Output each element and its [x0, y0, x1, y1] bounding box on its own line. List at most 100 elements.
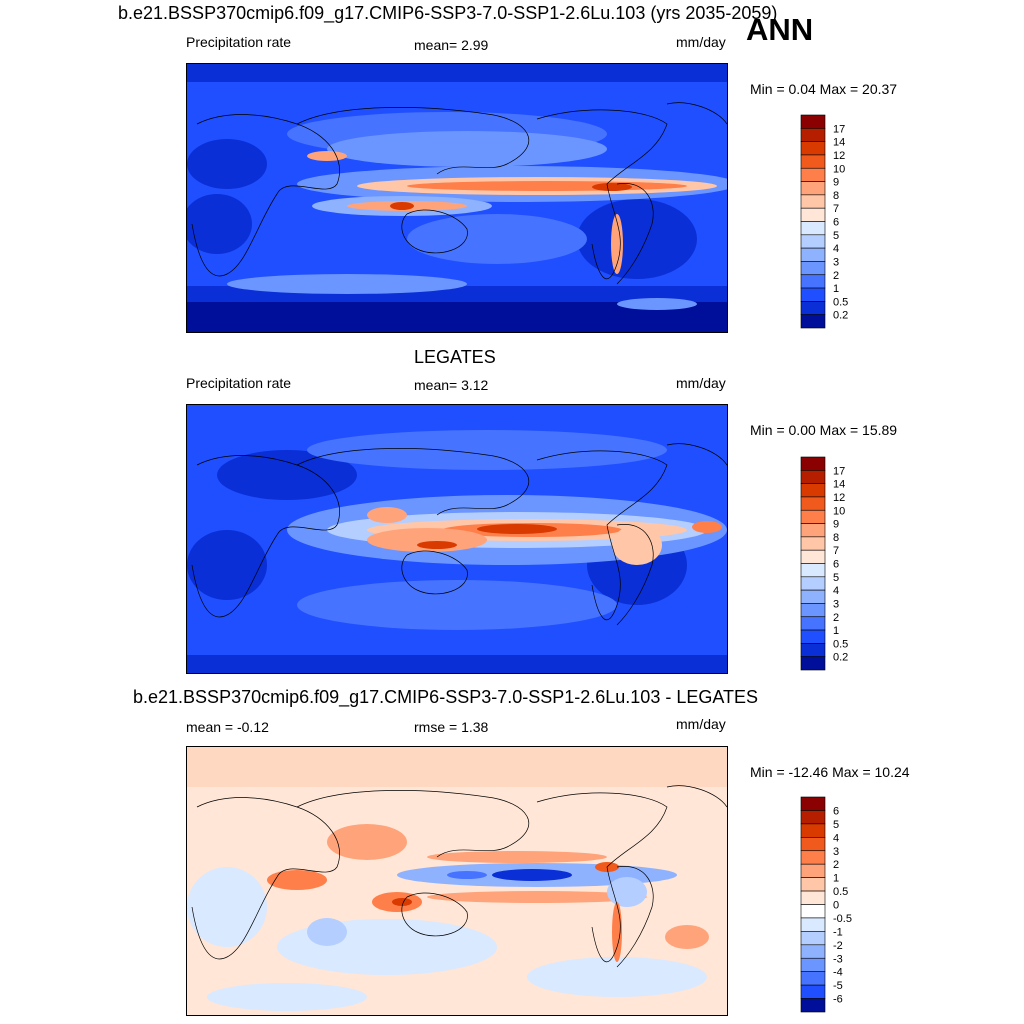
colorbar-tick-label: 3 — [833, 256, 839, 268]
colorbar-tick-label: -4 — [833, 967, 843, 979]
colorbar-swatch — [800, 643, 826, 657]
colorbar-swatch — [800, 837, 826, 852]
colorbar-swatch — [800, 509, 826, 524]
colorbar-swatch — [800, 796, 826, 811]
colorbar-tick-label: 8 — [833, 190, 839, 202]
colorbar-tick-label: 2 — [833, 612, 839, 624]
colorbar-tick-label: 1 — [833, 873, 839, 885]
panel3-map — [186, 746, 728, 1016]
colorbar-swatch — [800, 247, 826, 262]
panel1-title: b.e21.BSSP370cmip6.f09_g17.CMIP6-SSP3-7.… — [118, 3, 778, 23]
colorbar-tick-label: 9 — [833, 177, 839, 189]
panel3-rmse-label: rmse = 1.38 — [414, 719, 489, 735]
panel3-minmax-label: Min = -12.46 Max = 10.24 — [750, 764, 910, 780]
colorbar-tick-label: 6 — [833, 559, 839, 571]
colorbar-tick-label: 14 — [833, 137, 845, 149]
colorbar-swatch — [800, 877, 826, 892]
colorbar-swatch — [800, 483, 826, 498]
colorbar-swatch — [800, 496, 826, 511]
colorbar-swatch — [800, 181, 826, 196]
colorbar-tick-label: 6 — [833, 805, 839, 817]
colorbar-swatch — [800, 234, 826, 249]
colorbar-tick-label: 0 — [833, 900, 839, 912]
colorbar-swatch — [800, 589, 826, 604]
colorbar-tick-label: 0.2 — [833, 310, 848, 322]
colorbar-tick-label: -1 — [833, 926, 843, 938]
panel1-mean-label: mean= 2.99 — [414, 37, 489, 53]
colorbar-tick-label: 5 — [833, 572, 839, 584]
colorbar-tick-label: 0.5 — [833, 886, 848, 898]
panel2-colorbar: 17 14 12 10 9 8 7 6 5 4 3 2 1 0.5 0.2 — [800, 456, 871, 671]
colorbar-swatch — [800, 456, 826, 471]
colorbar-tick-label: 3 — [833, 846, 839, 858]
colorbar-tick-label: 17 — [833, 465, 845, 477]
colorbar-tick-label: 2 — [833, 859, 839, 871]
panel3-mean-label: mean = -0.12 — [186, 719, 269, 735]
panel1-units-label: mm/day — [676, 34, 726, 50]
colorbar-swatch — [800, 523, 826, 538]
colorbar-tick-label: -3 — [833, 953, 843, 965]
colorbar-swatch — [800, 576, 826, 591]
colorbar-tick-label: -6 — [833, 994, 843, 1006]
panel3-units-label: mm/day — [676, 716, 726, 732]
season-label: ANN — [746, 12, 814, 47]
colorbar-swatch — [800, 863, 826, 878]
colorbar-swatch — [800, 850, 826, 865]
panel3-title: b.e21.BSSP370cmip6.f09_g17.CMIP6-SSP3-7.… — [133, 687, 759, 707]
panel2-map — [186, 404, 728, 674]
colorbar-swatch — [800, 944, 826, 959]
colorbar-swatch — [800, 957, 826, 972]
panel1-variable-label: Precipitation rate — [186, 34, 292, 50]
colorbar-swatch — [800, 114, 826, 129]
colorbar-tick-label: 7 — [833, 203, 839, 215]
panel2-title: LEGATES — [414, 347, 496, 367]
colorbar-tick-label: 0.5 — [833, 296, 848, 308]
colorbar-swatch — [800, 287, 826, 302]
panel1-colorbar: 17 14 12 10 9 8 7 6 5 4 3 2 1 0.5 0.2 — [800, 114, 871, 329]
colorbar-swatch — [800, 301, 826, 315]
colorbar-tick-label: 0.2 — [833, 652, 848, 664]
panel2-mean-label: mean= 3.12 — [414, 377, 489, 393]
colorbar-swatch — [800, 629, 826, 644]
colorbar-tick-label: 4 — [833, 243, 839, 255]
colorbar-tick-label: 7 — [833, 545, 839, 557]
colorbar-tick-label: 0.5 — [833, 638, 848, 650]
colorbar-swatch — [800, 616, 826, 631]
colorbar-tick-label: 1 — [833, 625, 839, 637]
colorbar-tick-label: 2 — [833, 270, 839, 282]
panel1-map — [186, 63, 728, 333]
panel2-variable-label: Precipitation rate — [186, 375, 292, 391]
panel2-units-label: mm/day — [676, 375, 726, 391]
colorbar-tick-label: -0.5 — [833, 913, 852, 925]
colorbar-swatch — [800, 207, 826, 222]
colorbar-tick-label: 3 — [833, 598, 839, 610]
colorbar-tick-label: 4 — [833, 832, 839, 844]
panel3-colorbar-svg: 6 54 32 10.5 0-0.5-1 -2-3 -4-5 -6 — [800, 796, 852, 1013]
colorbar-swatch — [800, 549, 826, 564]
colorbar-tick-label: 4 — [833, 585, 839, 597]
colorbar-tick-label: 10 — [833, 505, 845, 517]
colorbar-tick-label: 9 — [833, 519, 839, 531]
panel3-colorbar: 6 5 4 3 2 1 0.5 0 -0.5 -1 -2 -3 -4 -5 -6 — [800, 796, 871, 1013]
colorbar-swatch — [800, 931, 826, 946]
colorbar-swatch — [800, 917, 826, 932]
panel2-minmax-label: Min = 0.00 Max = 15.89 — [750, 422, 898, 438]
colorbar-tick-label: 1 — [833, 283, 839, 295]
colorbar-swatch — [800, 128, 826, 142]
colorbar-swatch — [800, 221, 826, 236]
colorbar-tick-label: -5 — [833, 980, 843, 992]
colorbar-swatch — [800, 823, 826, 838]
colorbar-swatch — [800, 984, 826, 999]
colorbar-swatch — [800, 656, 826, 671]
panel1-minmax-label: Min = 0.04 Max = 20.37 — [750, 81, 898, 97]
colorbar-tick-label: 12 — [833, 150, 845, 162]
colorbar-tick-label: 5 — [833, 819, 839, 831]
colorbar-swatch — [800, 603, 826, 618]
colorbar-swatch — [800, 167, 826, 182]
colorbar-swatch — [800, 563, 826, 578]
colorbar-swatch — [800, 904, 826, 919]
colorbar-swatch — [800, 971, 826, 986]
colorbar-swatch — [800, 274, 826, 289]
